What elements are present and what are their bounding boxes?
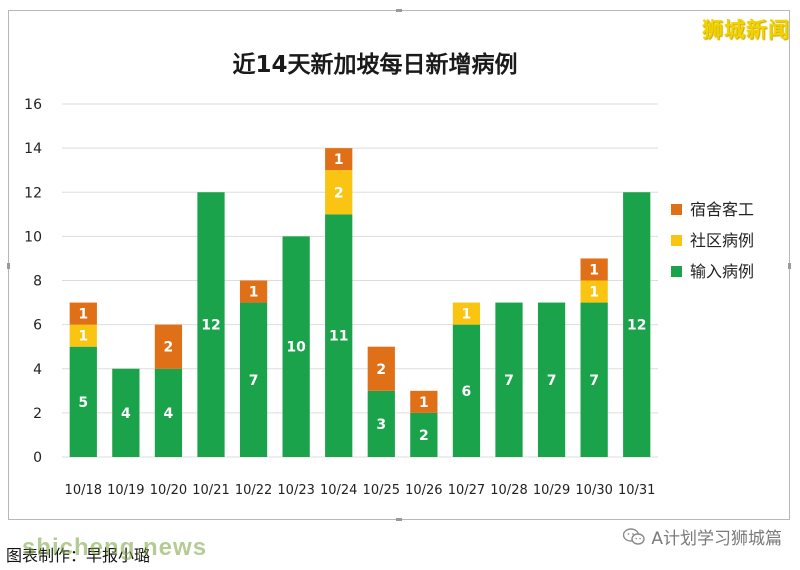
y-tick-label: 4 — [33, 362, 42, 378]
x-tick-label: 10/24 — [320, 483, 357, 498]
data-label: 2 — [334, 185, 344, 201]
bar-segment — [325, 170, 353, 215]
bar-segment — [452, 324, 481, 457]
x-tick-label: 10/19 — [107, 483, 144, 498]
data-label: 1 — [78, 307, 88, 323]
x-tick-label: 10/29 — [533, 483, 570, 498]
x-tick-label: 10/27 — [448, 483, 485, 498]
bar-segment — [69, 346, 97, 457]
data-label: 7 — [249, 373, 259, 389]
x-tick-label: 10/28 — [490, 483, 527, 498]
y-tick-label: 2 — [33, 406, 42, 422]
legend-label: 社区病例 — [690, 231, 754, 250]
x-tick-label: 10/31 — [618, 483, 655, 498]
wechat-account: A计划学习狮城篇 — [623, 524, 782, 549]
legend-label: 输入病例 — [690, 262, 754, 281]
data-label: 4 — [164, 406, 174, 422]
resize-handle-left[interactable] — [7, 263, 10, 269]
data-label: 2 — [419, 428, 429, 444]
bar-segment — [325, 148, 353, 171]
bar-segment — [495, 302, 523, 457]
data-label: 3 — [376, 417, 386, 433]
bar-segment — [580, 302, 608, 457]
data-label: 12 — [201, 318, 220, 334]
data-label: 7 — [589, 373, 599, 389]
bar-segment — [367, 346, 395, 391]
site-watermark: shicheng.news — [22, 534, 208, 561]
data-label: 1 — [78, 329, 88, 345]
y-tick-label: 14 — [24, 141, 42, 157]
data-label: 2 — [164, 340, 174, 356]
data-label: 12 — [627, 318, 646, 334]
data-label: 7 — [504, 373, 514, 389]
bar-segment — [580, 258, 608, 281]
data-label: 11 — [329, 329, 348, 345]
data-label: 6 — [462, 384, 472, 400]
x-tick-label: 10/30 — [575, 483, 612, 498]
data-label: 5 — [78, 395, 88, 411]
bar-segment — [197, 192, 225, 457]
bar-segment — [410, 412, 438, 457]
data-label: 1 — [589, 262, 599, 278]
data-label: 4 — [121, 406, 131, 422]
data-label: 1 — [589, 285, 599, 301]
data-label: 10 — [286, 340, 306, 356]
y-axis-ticks: 0 2 4 6 8 10 12 14 16 — [24, 97, 42, 466]
bar-segment — [69, 324, 97, 347]
wechat-account-name: A计划学习狮城篇 — [651, 529, 782, 549]
data-label: 1 — [334, 152, 344, 168]
y-tick-label: 10 — [24, 229, 42, 245]
y-tick-label: 0 — [33, 450, 42, 466]
data-label: 2 — [376, 362, 386, 378]
x-tick-label: 10/25 — [363, 483, 400, 498]
y-tick-label: 16 — [24, 97, 42, 113]
x-tick-label: 10/20 — [150, 483, 187, 498]
bar-segment — [154, 324, 183, 369]
chart-credit: 图表制作：早报小璐 — [6, 546, 151, 565]
bar-segment — [282, 236, 310, 457]
wechat-icon — [623, 527, 646, 545]
bar-segment — [154, 368, 183, 457]
x-tick-label: 10/21 — [192, 483, 229, 498]
legend-swatch — [671, 266, 682, 277]
bar-segment — [112, 368, 140, 457]
bar-segment — [69, 302, 97, 325]
bar-segment — [239, 280, 268, 303]
bar-segment — [580, 280, 608, 303]
x-tick-label: 10/22 — [235, 483, 272, 498]
y-tick-label: 6 — [33, 318, 42, 334]
x-axis-ticks: 10/18 10/19 10/20 10/21 10/22 10/23 10/24 10/25… — [65, 483, 656, 498]
brand-logo-text: 狮城新闻 — [702, 18, 790, 42]
bar-segment — [367, 390, 395, 457]
bar-segment — [325, 214, 353, 457]
legend-swatch — [671, 235, 682, 246]
data-label: 1 — [462, 307, 472, 323]
bar-segment — [239, 302, 268, 457]
resize-handle-top[interactable] — [396, 9, 402, 12]
data-label: 7 — [547, 373, 557, 389]
data-label: 1 — [419, 395, 429, 411]
chart-title: 近14天新加坡每日新增病例 — [232, 51, 517, 78]
x-tick-label: 10/18 — [65, 483, 102, 498]
resize-handle-bottom[interactable] — [396, 518, 402, 521]
gridlines — [62, 103, 658, 458]
bar-segment — [537, 302, 566, 457]
bar-segment — [623, 192, 651, 457]
data-label: 1 — [249, 285, 259, 301]
x-tick-label: 10/23 — [277, 483, 314, 498]
x-tick-label: 10/26 — [405, 483, 442, 498]
y-tick-label: 8 — [33, 274, 42, 290]
bar-segment — [452, 302, 481, 325]
legend-label: 宿舍客工 — [690, 200, 754, 219]
y-tick-label: 12 — [24, 185, 42, 201]
legend-swatch — [671, 204, 682, 215]
resize-handle-right[interactable] — [788, 263, 791, 269]
bar-segment — [410, 390, 438, 413]
